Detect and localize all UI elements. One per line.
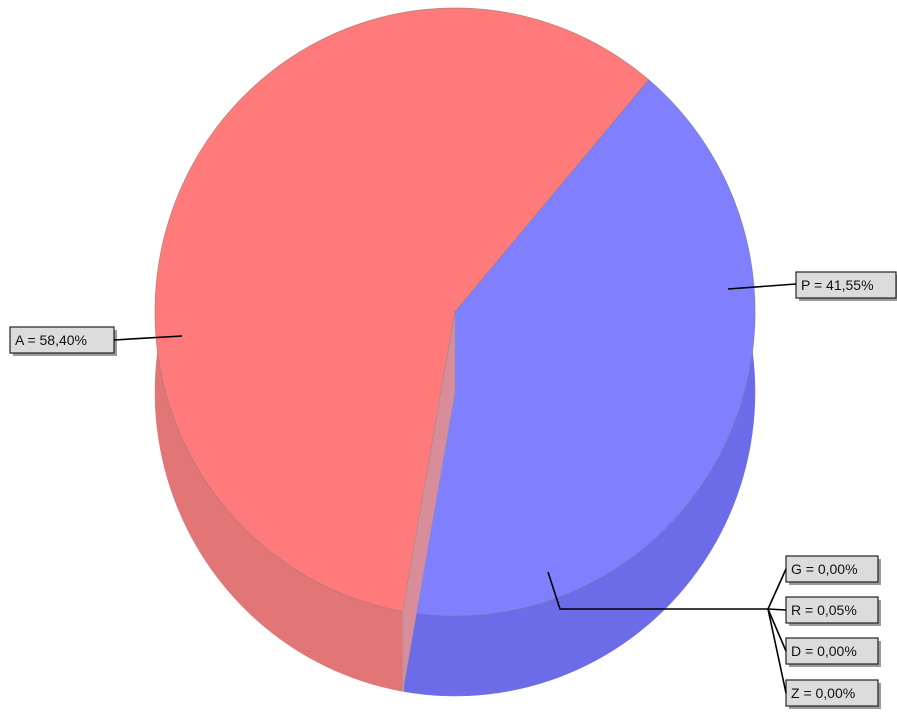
leader-line-D — [767, 608, 787, 652]
pie-top-face — [154, 7, 756, 692]
leader-line-A — [113, 335, 183, 341]
leader-line-P — [727, 283, 797, 290]
label-box — [785, 596, 879, 624]
label-text-A: A = 58,40% — [15, 332, 87, 348]
label-text-P: P = 41,55% — [801, 277, 874, 293]
label-text-R: R = 0,05% — [791, 602, 857, 618]
label-box — [795, 271, 897, 299]
leader-line-Z — [767, 608, 787, 694]
data-label-Z: Z = 0,00% — [785, 679, 881, 709]
label-box — [785, 637, 879, 665]
pie-slice-P — [403, 79, 756, 617]
leader-line-small-slices — [547, 571, 768, 610]
label-text-G: G = 0,00% — [791, 561, 858, 577]
pie-cut-wall — [402, 311, 456, 692]
data-label-G: G = 0,00% — [785, 555, 881, 585]
data-label-P: P = 41,55% — [795, 271, 897, 301]
data-label-D: D = 0,00% — [785, 637, 881, 667]
label-text-D: D = 0,00% — [791, 643, 857, 659]
pie-slice-A — [154, 7, 650, 612]
pie-labels: A = 58,40% P = 41,55% G = 0,00% R = 0,05% D … — [9, 271, 897, 709]
data-label-A: A = 58,40% — [9, 326, 117, 356]
leader-line-G — [767, 568, 787, 610]
label-text-Z: Z = 0,00% — [791, 685, 855, 701]
data-label-R: R = 0,05% — [785, 596, 881, 626]
leader-line-R — [767, 608, 787, 611]
